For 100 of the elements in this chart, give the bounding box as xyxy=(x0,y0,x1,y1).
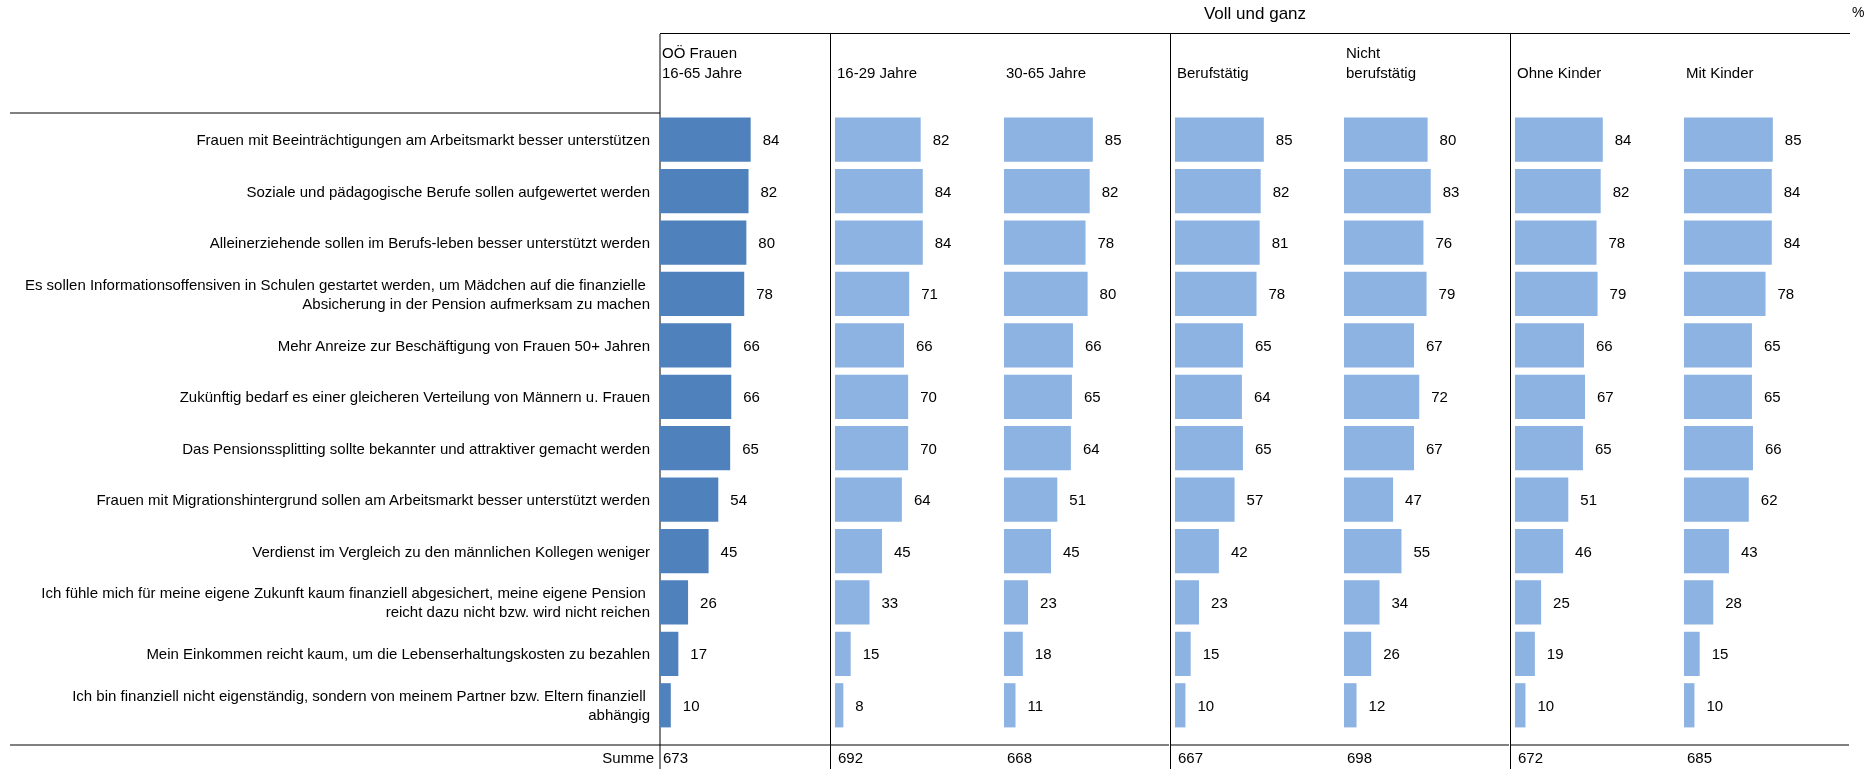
data-label: 45 xyxy=(720,542,738,560)
data-label: 51 xyxy=(1069,491,1086,509)
y-tick-label: Verdienst im Vergleich zu den männlichen Kollegen weniger xyxy=(252,542,650,560)
data-label: 45 xyxy=(1063,542,1080,560)
bar xyxy=(1515,374,1586,419)
data-label: 70 xyxy=(920,388,937,406)
bar xyxy=(660,477,719,522)
bar xyxy=(1175,117,1264,162)
data-label: 10 xyxy=(1197,696,1215,714)
bar xyxy=(660,271,745,317)
data-label: 28 xyxy=(1725,593,1742,611)
data-label: 43 xyxy=(1740,542,1758,560)
text: 672 xyxy=(1518,748,1544,766)
bar xyxy=(1004,477,1058,522)
data-label: 23 xyxy=(1040,593,1057,611)
x-axis-title: % xyxy=(1852,4,1865,20)
data-label: 64 xyxy=(1082,439,1100,457)
data-label: 51 xyxy=(1580,491,1597,509)
bar xyxy=(660,220,747,265)
bar xyxy=(1515,220,1597,265)
data-label: 15 xyxy=(1711,645,1729,663)
data-label: 78 xyxy=(1097,234,1115,252)
bar xyxy=(1515,426,1583,471)
bar xyxy=(835,323,904,368)
bar xyxy=(1684,117,1773,162)
bar xyxy=(1175,477,1235,522)
bar xyxy=(1004,220,1086,265)
data-label: 66 xyxy=(915,336,933,354)
bar xyxy=(1515,271,1598,317)
data-label: 66 xyxy=(1084,336,1102,354)
bar xyxy=(1004,169,1090,214)
data-label: 85 xyxy=(1104,131,1122,149)
data-label: 23 xyxy=(1211,593,1228,611)
bar xyxy=(1175,169,1261,214)
bar xyxy=(1175,323,1243,368)
bar xyxy=(835,169,923,214)
bar xyxy=(1175,426,1243,471)
bar xyxy=(660,374,732,419)
data-label: 10 xyxy=(1537,696,1555,714)
data-label: 10 xyxy=(1706,696,1724,714)
chart-title: Ohne Kinder xyxy=(1517,63,1602,81)
bar xyxy=(1515,477,1569,522)
y-tick-label: Frauen mit Migrationshintergrund sollen am Arbeitsmarkt besser unterstützt werden xyxy=(96,491,650,509)
data-label: 72 xyxy=(1431,388,1448,406)
data-label: 78 xyxy=(756,285,773,303)
bar xyxy=(660,426,731,471)
y-tick-label: Zukünftig bedarf es einer gleicheren Verteilung von Männern u. Frauen xyxy=(179,388,650,406)
data-label: 76 xyxy=(1435,234,1453,252)
bar xyxy=(835,477,902,522)
data-label: 33 xyxy=(881,593,899,611)
bar xyxy=(835,271,910,317)
chart-title: Berufstätig xyxy=(1177,63,1249,81)
text: 698 xyxy=(1347,748,1373,766)
y-tick-label: Frauen mit Beeinträchtigungen am Arbeitsmarkt besser unterstützen xyxy=(196,131,650,149)
chart-title: 30-65 Jahre xyxy=(1006,63,1087,81)
bar xyxy=(1515,169,1601,214)
text: 685 xyxy=(1687,748,1713,766)
data-label: 67 xyxy=(1597,388,1614,406)
chart-title: OÖ Frauen 16-65 Jahre xyxy=(662,43,743,81)
bar xyxy=(1684,323,1752,368)
data-label: 82 xyxy=(1272,182,1290,200)
data-label: 82 xyxy=(932,131,950,149)
data-label: 42 xyxy=(1230,542,1248,560)
bar xyxy=(1684,374,1752,419)
bar xyxy=(1004,580,1029,625)
data-label: 65 xyxy=(1763,388,1781,406)
data-label: 65 xyxy=(742,439,759,457)
data-label: 15 xyxy=(862,645,880,663)
data-label: 80 xyxy=(1099,285,1117,303)
bar xyxy=(1344,220,1424,265)
data-label: 66 xyxy=(743,336,760,354)
data-label: 19 xyxy=(1546,645,1564,663)
bar xyxy=(1344,580,1380,625)
bar xyxy=(660,169,749,214)
data-label: 78 xyxy=(1268,285,1286,303)
bar xyxy=(1175,220,1260,265)
data-label: 79 xyxy=(1438,285,1456,303)
bar xyxy=(1344,683,1357,728)
bar xyxy=(835,426,909,471)
data-label: 84 xyxy=(762,131,780,149)
bar xyxy=(1004,117,1093,162)
bar xyxy=(1004,426,1071,471)
y-tick-label: Mein Einkommen reicht kaum, um die Lebenserhaltungskosten zu bezahlen xyxy=(146,645,650,663)
data-label: 67 xyxy=(1426,336,1443,354)
bar xyxy=(660,631,679,676)
bar xyxy=(1175,683,1186,728)
data-label: 82 xyxy=(1101,182,1119,200)
data-label: 65 xyxy=(1763,336,1781,354)
data-label: 46 xyxy=(1575,542,1592,560)
bar xyxy=(835,374,909,419)
bar xyxy=(835,631,851,676)
data-label: 82 xyxy=(1612,182,1630,200)
bar xyxy=(1344,528,1402,574)
chart-title: Mit Kinder xyxy=(1686,63,1754,81)
data-label: 15 xyxy=(1202,645,1220,663)
text: Summe xyxy=(602,748,654,766)
data-label: 12 xyxy=(1368,696,1386,714)
y-tick-label: Ich fühle mich für meine eigene Zukunft kaum finanziell abgesichert, meine eigene Pension reicht dazu nicht bzw. wird nicht reichen xyxy=(41,584,650,621)
bar xyxy=(1175,580,1200,625)
y-tick-label: Ich bin finanziell nicht eigenständig, sondern von meinem Partner bzw. Eltern finanziell abhängig xyxy=(72,687,650,724)
